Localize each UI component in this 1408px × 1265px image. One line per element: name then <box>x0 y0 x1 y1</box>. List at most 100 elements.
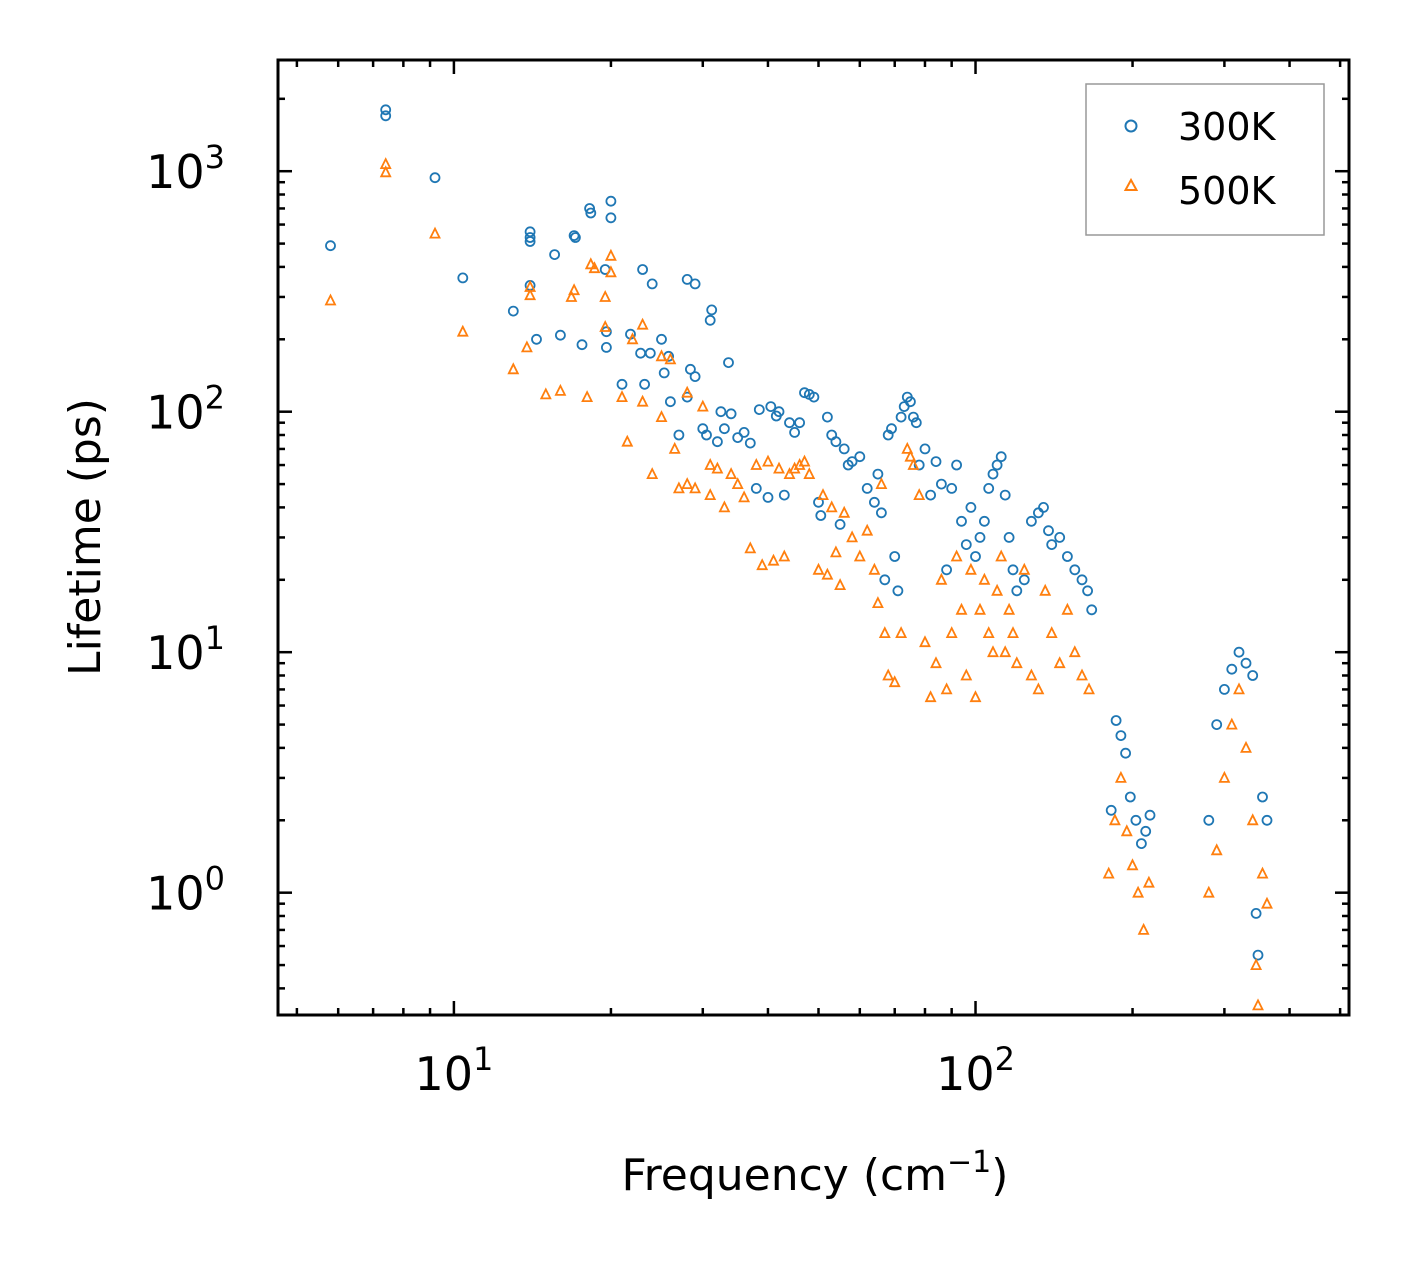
data-point-300k <box>1082 585 1093 597</box>
data-point-500k <box>1083 682 1095 695</box>
data-point-300k <box>789 426 800 438</box>
data-point-300k <box>974 532 986 543</box>
data-point-300k <box>1203 814 1215 826</box>
data-point-500k <box>875 477 888 490</box>
data-point-300k <box>1054 532 1066 543</box>
data-point-500k <box>817 488 829 501</box>
data-point-300k <box>983 482 995 494</box>
data-point-300k <box>808 391 820 403</box>
data-point-300k <box>991 459 1003 471</box>
data-point-300k <box>704 314 716 326</box>
data-point-300k <box>794 417 805 429</box>
data-point-300k <box>658 367 670 379</box>
data-point-300k <box>325 240 336 252</box>
data-point-500k <box>1240 740 1252 753</box>
data-point-500k <box>960 668 973 681</box>
data-point-300k <box>1076 574 1088 586</box>
data-point-300k <box>799 387 810 399</box>
data-point-300k <box>822 411 833 423</box>
data-point-300k <box>889 551 901 562</box>
data-point-300k <box>869 496 880 508</box>
data-point-300k <box>689 278 701 290</box>
data-point-500k <box>565 289 578 302</box>
data-point-300k <box>1261 814 1273 826</box>
data-point-500k <box>1210 843 1223 856</box>
legend-marker-300k <box>1124 119 1138 133</box>
data-point-300k <box>1140 825 1152 837</box>
data-point-500k <box>646 467 659 480</box>
data-point-500k <box>1053 656 1066 669</box>
data-point-500k <box>798 454 811 467</box>
data-point-500k <box>1007 626 1019 638</box>
data-point-300k <box>879 574 891 586</box>
data-point-300k <box>1007 564 1019 576</box>
data-point-300k <box>1124 791 1136 803</box>
data-point-300k <box>637 264 648 275</box>
data-point-500k <box>718 500 731 513</box>
y-tick-label: 100 <box>146 860 225 921</box>
data-point-300k <box>1105 804 1117 816</box>
data-point-300k <box>584 203 595 214</box>
data-point-300k <box>616 378 628 390</box>
legend: 300K 500K <box>1085 83 1325 236</box>
data-point-500k <box>1025 668 1038 681</box>
data-point-300k <box>876 507 887 519</box>
data-point-500k <box>987 645 999 658</box>
data-point-500k <box>524 288 537 301</box>
data-point-300k <box>910 417 922 429</box>
data-point-300k <box>605 195 617 207</box>
data-point-300k <box>1130 814 1142 826</box>
data-point-300k <box>601 341 612 353</box>
data-point-500k <box>812 562 825 575</box>
data-point-300k <box>1211 719 1223 730</box>
data-point-300k <box>861 482 873 494</box>
data-point-500k <box>868 562 881 575</box>
data-point-500k <box>901 441 914 454</box>
data-point-300k <box>784 417 795 429</box>
data-point-500k <box>711 461 724 474</box>
data-point-300k <box>524 232 536 243</box>
data-point-300k <box>1233 646 1245 658</box>
y-tick-label: 101 <box>146 619 225 680</box>
data-point-500k <box>1256 866 1269 879</box>
data-point-500k <box>604 248 617 261</box>
data-point-500k <box>655 410 668 423</box>
data-point-500k <box>507 362 520 375</box>
data-point-500k <box>672 481 685 494</box>
data-point-300k <box>995 451 1007 463</box>
data-point-300k <box>762 491 774 503</box>
data-point-300k <box>1136 838 1147 849</box>
data-point-300k <box>956 515 967 527</box>
data-point-500k <box>704 457 717 470</box>
data-point-300k <box>1110 715 1122 726</box>
data-point-500k <box>821 567 834 580</box>
data-point-300k <box>773 406 785 418</box>
data-point-500k <box>964 562 977 575</box>
data-point-300k <box>941 564 952 576</box>
data-point-500k <box>756 558 769 571</box>
data-point-500k <box>930 656 942 669</box>
x-axis-title: Frequency (cm−1) <box>622 1145 1009 1201</box>
data-point-500k <box>1010 656 1023 669</box>
data-point-500k <box>379 165 392 178</box>
data-point-300k <box>429 172 441 184</box>
data-point-300k <box>930 456 942 468</box>
data-point-500k <box>604 265 617 278</box>
data-point-500k <box>1039 583 1052 596</box>
data-point-300k <box>1046 539 1058 550</box>
plot-area <box>324 104 1273 1011</box>
data-point-300k <box>524 236 536 247</box>
data-point-500k <box>429 226 441 239</box>
data-point-300k <box>723 357 734 369</box>
data-point-300k <box>886 423 897 435</box>
data-point-500k <box>655 349 668 362</box>
data-point-500k <box>1218 770 1231 783</box>
data-point-500k <box>1114 770 1127 783</box>
data-point-500k <box>1202 885 1215 898</box>
data-point-500k <box>803 467 816 480</box>
data-point-300k <box>854 451 866 463</box>
data-point-500k <box>599 319 612 332</box>
data-point-300k <box>646 278 658 290</box>
data-point-500k <box>853 549 866 562</box>
